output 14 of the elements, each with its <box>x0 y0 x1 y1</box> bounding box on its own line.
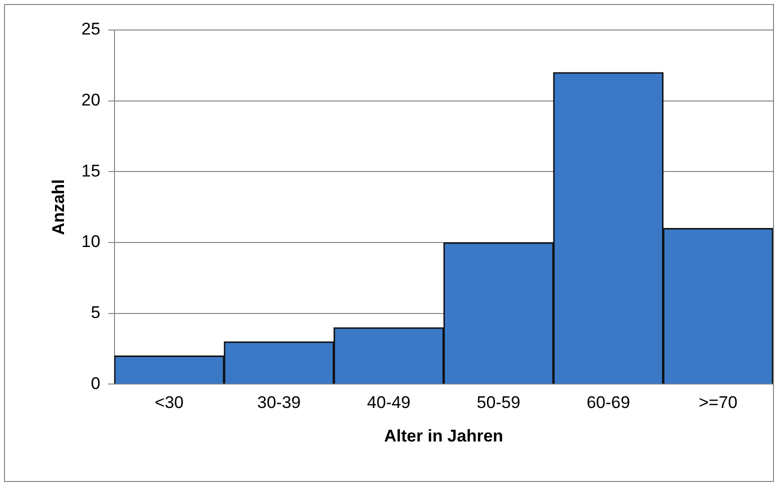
y-tick-label: 10 <box>81 232 100 252</box>
x-tick-label: 50-59 <box>476 393 520 412</box>
x-tick-label: 30-39 <box>257 393 301 412</box>
x-tick-label: >=70 <box>698 393 738 412</box>
x-tick-label: <30 <box>154 393 184 412</box>
y-tick-label: 15 <box>81 161 100 180</box>
x-tick-label: 40-49 <box>367 393 411 412</box>
y-tick-label: 0 <box>90 374 100 393</box>
x-tick-label: 60-69 <box>586 393 630 412</box>
y-tick-label: 5 <box>90 303 100 322</box>
y-tick-label: 20 <box>81 90 100 110</box>
x-axis-title: Alter in Jahren <box>384 426 504 446</box>
y-axis-title: Anzahl <box>48 179 68 235</box>
y-tick-label: 25 <box>81 20 100 39</box>
